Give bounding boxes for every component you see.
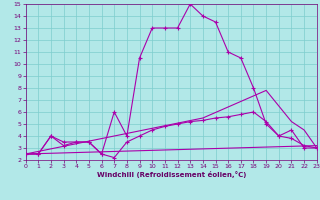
X-axis label: Windchill (Refroidissement éolien,°C): Windchill (Refroidissement éolien,°C) [97,171,246,178]
